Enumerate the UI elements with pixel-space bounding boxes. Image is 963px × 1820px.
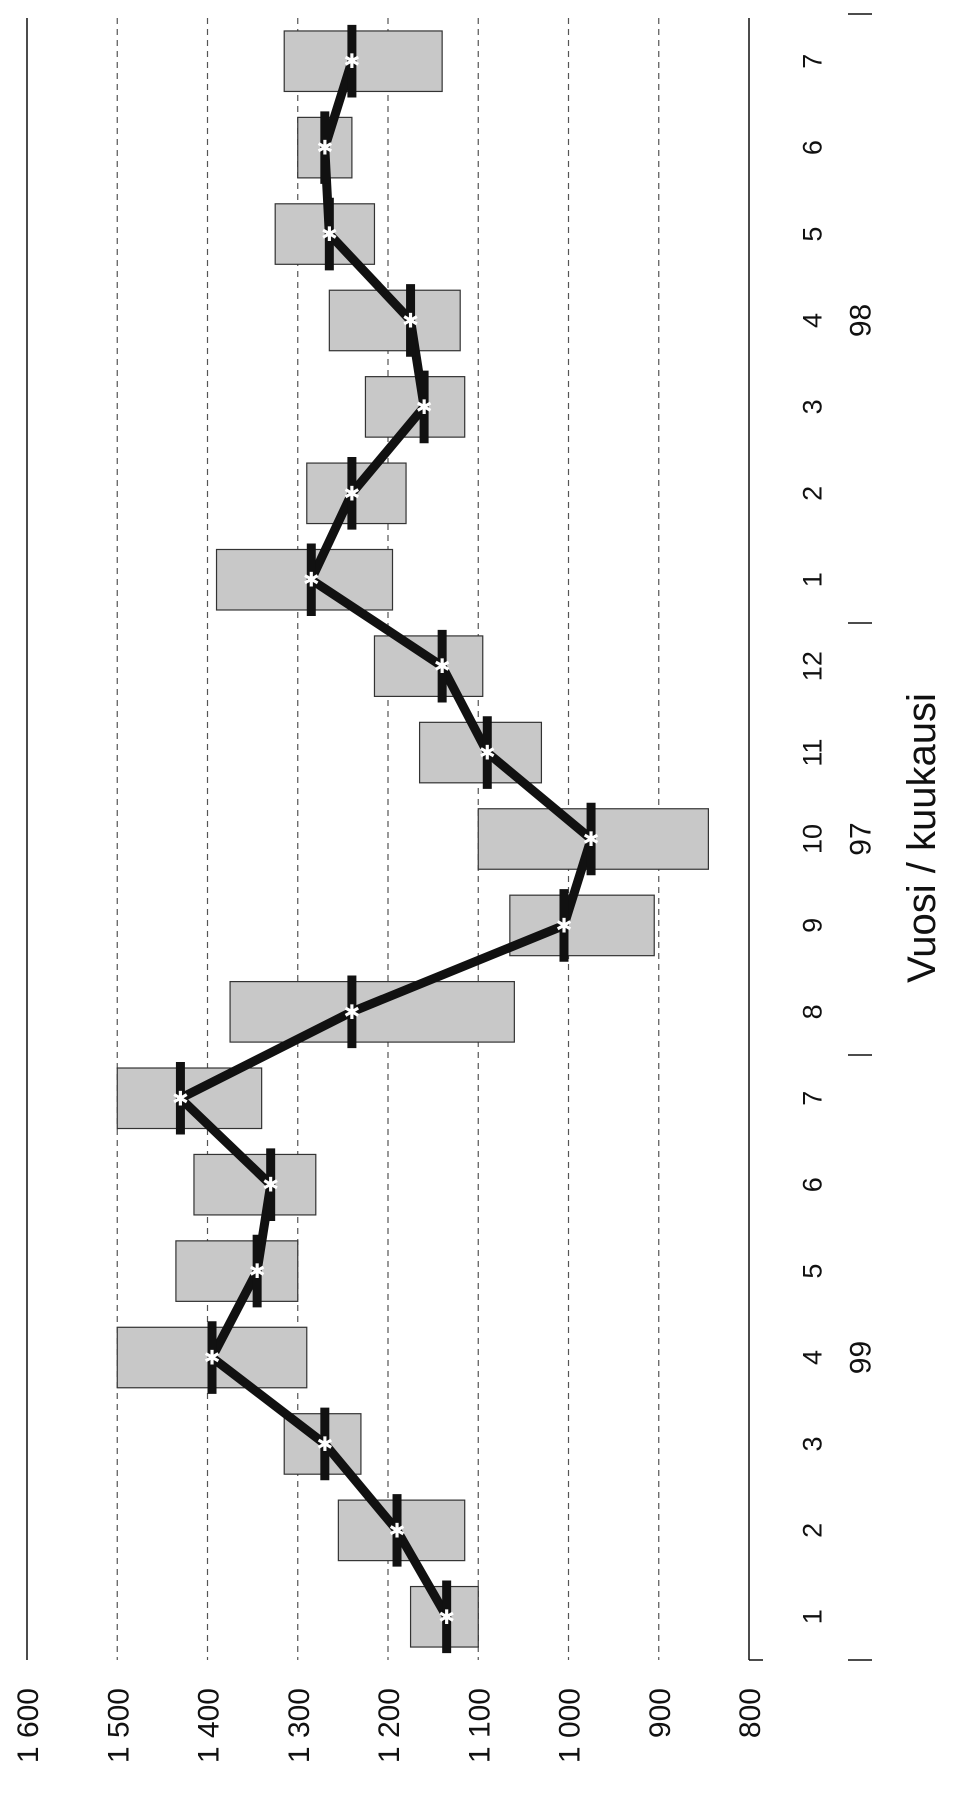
month-tick-label: 7 [797,54,827,69]
month-tick-label: 11 [797,739,827,767]
point-marker: ✱ [303,568,320,592]
year-group-label: 99 [845,1341,878,1374]
month-tick-label: 8 [797,1004,827,1019]
point-marker: ✱ [172,1086,189,1110]
range-box [175,1240,299,1302]
month-tick-label: 5 [797,1264,827,1279]
range-box [509,894,655,957]
plot-frame [26,18,763,1661]
month-tick-label: 4 [797,313,827,328]
value-tick-label: 1 600 [12,1688,45,1763]
point-marker: ✱ [416,395,433,419]
month-tick-label: 9 [797,918,827,933]
value-tick-label: 1 300 [283,1688,316,1763]
point-marker: ✱ [204,1346,221,1370]
series-line: ✱ ✱ ✱ ✱ ✱ ✱ ✱ ✱ ✱ ✱ ✱ ✱ ✱ ✱ ✱ ✱ ✱ ✱ ✱ [172,24,600,1654]
value-tick-label: 800 [734,1688,767,1738]
year-group-label: 97 [845,822,878,855]
month-tick-label: 4 [797,1350,827,1365]
month-tick-label: 1 [797,572,827,587]
value-tick-label: 1 200 [373,1688,406,1763]
month-tick-label: 6 [797,1177,827,1192]
point-marker: ✱ [583,827,600,851]
tick-labels: 1 600 1 500 1 400 1 300 1 200 1 100 1 000 900 80… [12,13,878,1763]
value-tick-label: 900 [644,1688,677,1738]
year-group-label: 98 [845,304,878,337]
value-tick-label: 1 400 [193,1688,226,1763]
month-tick-label: 1 [797,1609,827,1624]
range-box [215,548,394,611]
month-tick-label: 10 [797,824,827,854]
month-tick-label: 2 [797,1523,827,1538]
point-marker: ✱ [434,654,451,678]
point-marker: ✱ [344,49,361,73]
point-marker: ✱ [249,1259,266,1283]
point-marker: ✱ [438,1605,455,1629]
month-tick-label: 3 [797,1436,827,1451]
value-tick-label: 1 500 [102,1688,135,1763]
point-marker: ✱ [316,1432,333,1456]
point-marker: ✱ [316,136,333,160]
point-marker: ✱ [402,308,419,332]
month-tick-label: 6 [797,140,827,155]
month-tick-label: 5 [797,227,827,242]
value-tick-label: 1 000 [554,1688,587,1763]
month-tick-label: 7 [797,1091,827,1106]
month-tick-label: 3 [797,399,827,414]
point-marker: ✱ [479,741,496,765]
month-tick-label: 2 [797,486,827,501]
value-tick-label: 1 100 [463,1688,496,1763]
x-axis-label: Vuosi / kuukausi [900,693,944,983]
point-marker: ✱ [262,1173,279,1197]
range-box [364,376,466,438]
point-marker: ✱ [344,1000,361,1024]
month-tick-label: 12 [797,651,827,681]
range-box [283,30,443,93]
range-boxes [116,30,709,1648]
range-box [229,980,515,1043]
point-marker: ✱ [344,481,361,505]
point-marker: ✱ [321,222,338,246]
point-marker: ✱ [389,1518,406,1542]
range-box [373,635,484,698]
range-box [116,1067,263,1130]
point-marker: ✱ [556,913,573,937]
